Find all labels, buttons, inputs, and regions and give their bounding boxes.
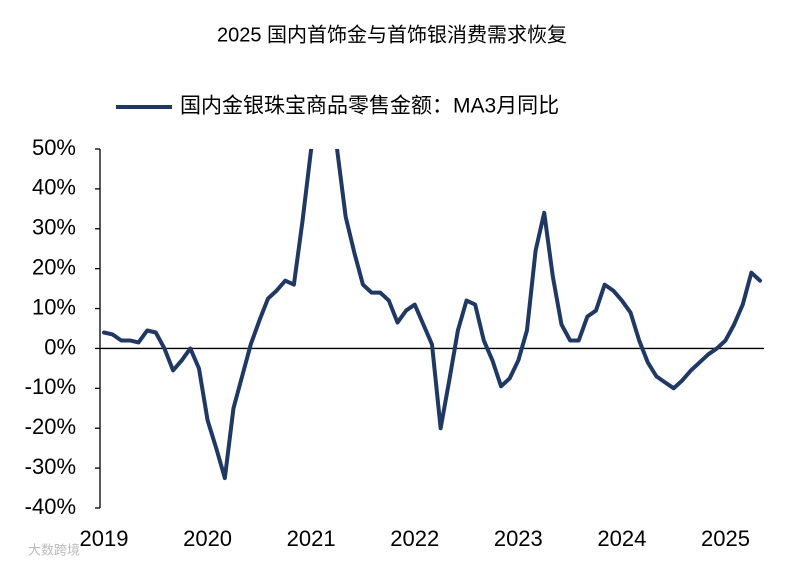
x-tick-label: 2020 — [183, 526, 232, 551]
x-tick-label: 2024 — [597, 526, 646, 551]
watermark: 大数跨境 — [28, 542, 80, 557]
y-tick-label: 40% — [32, 175, 76, 200]
legend-label: 国内金银珠宝商品零售金额：MA3月同比 — [180, 95, 559, 118]
x-tick-label: 2025 — [701, 526, 750, 551]
y-tick-label: 10% — [32, 294, 76, 319]
plot-area — [102, 149, 762, 481]
y-tick-label: 50% — [32, 135, 76, 160]
y-tick-label: 0% — [44, 334, 76, 359]
y-tick-label: -20% — [25, 414, 76, 439]
x-tick-label: 2022 — [390, 526, 439, 551]
series-line — [102, 149, 762, 481]
y-tick-label: -10% — [25, 374, 76, 399]
chart-title: 2025 国内首饰金与首饰银消费需求恢复 — [217, 23, 567, 46]
y-tick-label: 20% — [32, 254, 76, 279]
y-tick-label: -40% — [25, 494, 76, 519]
x-tick-label: 2019 — [80, 526, 129, 551]
x-tick-label: 2021 — [287, 526, 336, 551]
x-tick-label: 2023 — [494, 526, 543, 551]
y-tick-label: -30% — [25, 454, 76, 479]
y-tick-label: 30% — [32, 215, 76, 240]
